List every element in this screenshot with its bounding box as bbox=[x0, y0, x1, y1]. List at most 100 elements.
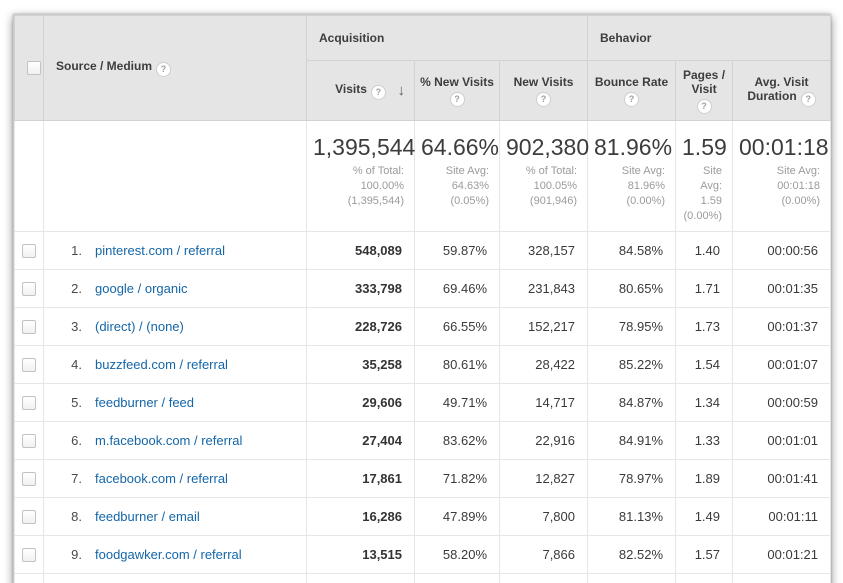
new-visits-cell: 7,800 bbox=[498, 497, 589, 536]
pct-new-visits-label: % New Visits bbox=[420, 74, 494, 89]
pct-new-visits-cell: 66.55% bbox=[414, 307, 500, 346]
column-header-visits[interactable]: Visits? ↓ bbox=[306, 60, 415, 121]
new-visits-cell: 152,217 bbox=[498, 307, 589, 346]
bounce-rate-cell: 81.13% bbox=[587, 497, 677, 536]
row-checkbox[interactable] bbox=[22, 434, 36, 449]
row-checkbox[interactable] bbox=[22, 472, 36, 487]
row-checkbox-cell bbox=[14, 231, 44, 270]
help-icon[interactable]: ? bbox=[624, 91, 640, 107]
row-checkbox[interactable] bbox=[22, 396, 36, 411]
source-medium-link[interactable]: feedburner / email bbox=[95, 509, 200, 524]
row-rank: 1. bbox=[71, 243, 82, 258]
totals-source-cell bbox=[43, 120, 307, 232]
visits-cell: 35,258 bbox=[306, 345, 415, 384]
pct-new-visits-cell: 69.46% bbox=[414, 269, 500, 308]
table-row: 6. m.facebook.com / referral 27,404 83.62… bbox=[14, 421, 832, 460]
visits-cell: 27,404 bbox=[306, 421, 415, 460]
column-header-new-visits[interactable]: New Visits ? bbox=[498, 60, 589, 121]
new-visits-cell: 8,636 bbox=[498, 573, 589, 583]
source-medium-link[interactable]: foodgawker.com / referral bbox=[95, 547, 242, 562]
source-cell: 3. (direct) / (none) bbox=[43, 307, 307, 346]
totals-bounce-rate-value: 81.96% bbox=[594, 134, 673, 160]
pct-new-visits-cell: 58.20% bbox=[414, 535, 500, 574]
source-cell: 2. google / organic bbox=[43, 269, 307, 308]
help-icon[interactable]: ? bbox=[370, 84, 386, 100]
help-icon[interactable]: ? bbox=[800, 91, 816, 107]
source-medium-link[interactable]: pinterest.com / referral bbox=[95, 243, 226, 258]
row-checkbox[interactable] bbox=[22, 548, 36, 563]
source-medium-link[interactable]: feedburner / feed bbox=[95, 395, 195, 410]
column-header-avg-visit-duration[interactable]: Avg. Visit Duration? bbox=[732, 60, 832, 121]
pages-visit-cell: 1.73 bbox=[675, 307, 734, 346]
avg-visit-duration-cell: 00:01:41 bbox=[732, 459, 832, 498]
avg-visit-duration-cell: 00:01:11 bbox=[732, 497, 832, 536]
avg-visit-duration-cell: 00:00:56 bbox=[732, 231, 832, 270]
row-checkbox[interactable] bbox=[22, 358, 36, 373]
table-row: 2. google / organic 333,798 69.46% 231,84… bbox=[14, 269, 832, 308]
source-medium-link[interactable]: (direct) / (none) bbox=[95, 319, 184, 334]
select-all-header-cell bbox=[14, 15, 44, 121]
row-checkbox-cell bbox=[14, 345, 44, 384]
totals-pct-new-visits-sub: Site Avg: 64.63% (0.05%) bbox=[445, 165, 489, 207]
new-visits-cell: 28,422 bbox=[498, 345, 589, 384]
source-cell: 5. feedburner / feed bbox=[43, 383, 307, 422]
column-header-pages-visit[interactable]: Pages / Visit ? bbox=[675, 60, 734, 121]
row-checkbox[interactable] bbox=[22, 282, 36, 297]
totals-pages-visit-sub: Site Avg: 1.59 (0.00%) bbox=[683, 165, 723, 222]
totals-bounce-rate: 81.96% Site Avg: 81.96% (0.00%) bbox=[587, 120, 677, 232]
pct-new-visits-cell: 83.62% bbox=[414, 421, 500, 460]
pct-new-visits-cell: 71.82% bbox=[414, 459, 500, 498]
source-medium-report-table: Source / Medium? Acquisition Behavior Vi… bbox=[14, 15, 832, 583]
bounce-rate-cell: 85.22% bbox=[587, 345, 677, 384]
bounce-rate-cell: 84.87% bbox=[587, 383, 677, 422]
table-row: 7. facebook.com / referral 17,861 71.82% … bbox=[14, 459, 832, 498]
totals-new-visits: 902,380 % of Total: 100.05% (901,946) bbox=[498, 120, 589, 232]
column-header-bounce-rate[interactable]: Bounce Rate ? bbox=[587, 60, 677, 121]
group-header-behavior: Behavior bbox=[587, 15, 832, 61]
select-all-checkbox[interactable] bbox=[27, 61, 41, 76]
help-icon[interactable]: ? bbox=[156, 62, 172, 77]
source-medium-link[interactable]: m.facebook.com / referral bbox=[95, 433, 243, 448]
table-row: 3. (direct) / (none) 228,726 66.55% 152,2… bbox=[14, 307, 832, 346]
source-medium-link[interactable]: facebook.com / referral bbox=[95, 471, 228, 486]
source-cell: 4. buzzfeed.com / referral bbox=[43, 345, 307, 384]
source-cell: 1. pinterest.com / referral bbox=[43, 231, 307, 270]
row-checkbox[interactable] bbox=[22, 320, 36, 335]
table-row: 4. buzzfeed.com / referral 35,258 80.61% … bbox=[14, 345, 832, 384]
visits-cell: 13,515 bbox=[306, 535, 415, 574]
totals-visits: 1,395,544 % of Total: 100.00% (1,395,544… bbox=[306, 120, 415, 232]
avg-visit-duration-cell: 00:01:01 bbox=[732, 421, 832, 460]
source-medium-link[interactable]: buzzfeed.com / referral bbox=[95, 357, 228, 372]
row-checkbox-cell bbox=[14, 497, 44, 536]
pages-visit-cell: 1.40 bbox=[675, 231, 734, 270]
source-medium-label: Source / Medium bbox=[56, 59, 153, 73]
help-icon[interactable]: ? bbox=[449, 91, 465, 107]
pages-visit-label: Pages / Visit bbox=[683, 67, 726, 96]
bounce-rate-cell: 78.95% bbox=[587, 307, 677, 346]
bounce-rate-cell: 78.97% bbox=[587, 459, 677, 498]
table-row: 1. pinterest.com / referral 548,089 59.87… bbox=[14, 231, 832, 270]
row-checkbox[interactable] bbox=[22, 244, 36, 259]
help-icon[interactable]: ? bbox=[696, 98, 712, 114]
row-rank: 6. bbox=[71, 433, 82, 448]
new-visits-cell: 12,827 bbox=[498, 459, 589, 498]
source-medium-link[interactable]: google / organic bbox=[95, 281, 188, 296]
pages-visit-cell: 1.33 bbox=[675, 421, 734, 460]
row-checkbox[interactable] bbox=[22, 510, 36, 525]
pages-visit-cell: 1.54 bbox=[675, 345, 734, 384]
row-rank: 4. bbox=[71, 357, 82, 372]
new-visits-cell: 328,157 bbox=[498, 231, 589, 270]
column-header-source-medium[interactable]: Source / Medium? bbox=[43, 15, 307, 121]
help-icon[interactable]: ? bbox=[536, 91, 551, 107]
pages-visit-cell: 1.71 bbox=[675, 269, 734, 308]
new-visits-cell: 231,843 bbox=[498, 269, 589, 308]
visits-cell: 228,726 bbox=[306, 307, 415, 346]
avg-visit-duration-cell: 00:01:37 bbox=[732, 307, 832, 346]
pages-visit-cell: 1.34 bbox=[675, 383, 734, 422]
totals-avg-visit-duration-sub: Site Avg: 00:01:18 (0.00%) bbox=[776, 165, 821, 207]
column-header-pct-new-visits[interactable]: % New Visits ? bbox=[414, 60, 500, 121]
row-checkbox-cell bbox=[14, 459, 44, 498]
avg-visit-duration-cell: 00:01:21 bbox=[732, 535, 832, 574]
visits-cell: 29,606 bbox=[306, 383, 415, 422]
behavior-label: Behavior bbox=[600, 31, 652, 45]
